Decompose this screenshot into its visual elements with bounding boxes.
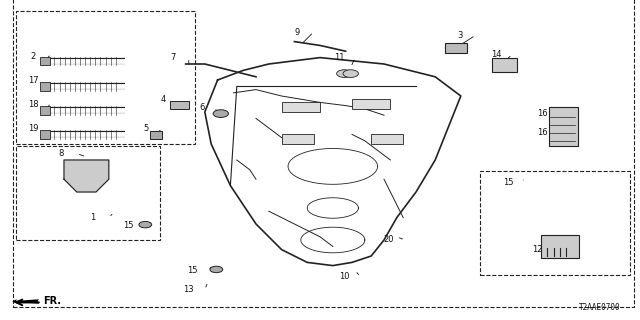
Text: 10: 10	[339, 272, 349, 281]
Bar	[16, 146, 160, 240]
Bar	[40, 82, 50, 91]
Text: 16: 16	[538, 109, 548, 118]
Circle shape	[139, 221, 152, 228]
Circle shape	[343, 70, 358, 77]
Bar	[170, 101, 189, 109]
Bar	[352, 99, 390, 109]
Bar	[40, 130, 50, 139]
Text: 12: 12	[532, 245, 543, 254]
Bar	[549, 107, 578, 146]
Text: 20: 20	[384, 236, 394, 244]
Circle shape	[337, 70, 352, 77]
Bar	[371, 134, 403, 144]
Text: 6: 6	[199, 103, 204, 112]
Bar	[541, 235, 579, 258]
Text: 15: 15	[123, 221, 133, 230]
Bar	[492, 58, 517, 72]
Polygon shape	[64, 160, 109, 192]
Text: 8: 8	[58, 149, 63, 158]
Text: 19: 19	[28, 124, 38, 133]
Text: 9: 9	[295, 28, 300, 36]
Text: 11: 11	[334, 53, 344, 62]
Text: 13: 13	[184, 285, 194, 294]
Text: T2AAE0700: T2AAE0700	[579, 303, 621, 312]
Bar	[445, 43, 467, 53]
Bar	[282, 102, 320, 112]
Text: 18: 18	[28, 100, 38, 109]
Text: 15: 15	[187, 266, 197, 275]
Bar	[150, 131, 162, 139]
Text: 14: 14	[491, 50, 501, 59]
Text: 4: 4	[161, 95, 166, 104]
Bar	[40, 106, 50, 115]
Bar	[16, 11, 195, 144]
Text: 7: 7	[170, 53, 175, 62]
Text: 2: 2	[31, 52, 36, 60]
Text: FR.: FR.	[44, 296, 61, 306]
Text: 16: 16	[538, 128, 548, 137]
Text: 5: 5	[143, 124, 148, 132]
Text: 3: 3	[457, 31, 462, 40]
Text: 15: 15	[504, 178, 514, 187]
Bar	[40, 57, 50, 65]
Bar	[480, 171, 630, 275]
Circle shape	[210, 266, 223, 273]
Text: 17: 17	[28, 76, 38, 85]
Bar	[282, 134, 314, 144]
Text: 1: 1	[90, 213, 95, 222]
Circle shape	[213, 110, 228, 117]
